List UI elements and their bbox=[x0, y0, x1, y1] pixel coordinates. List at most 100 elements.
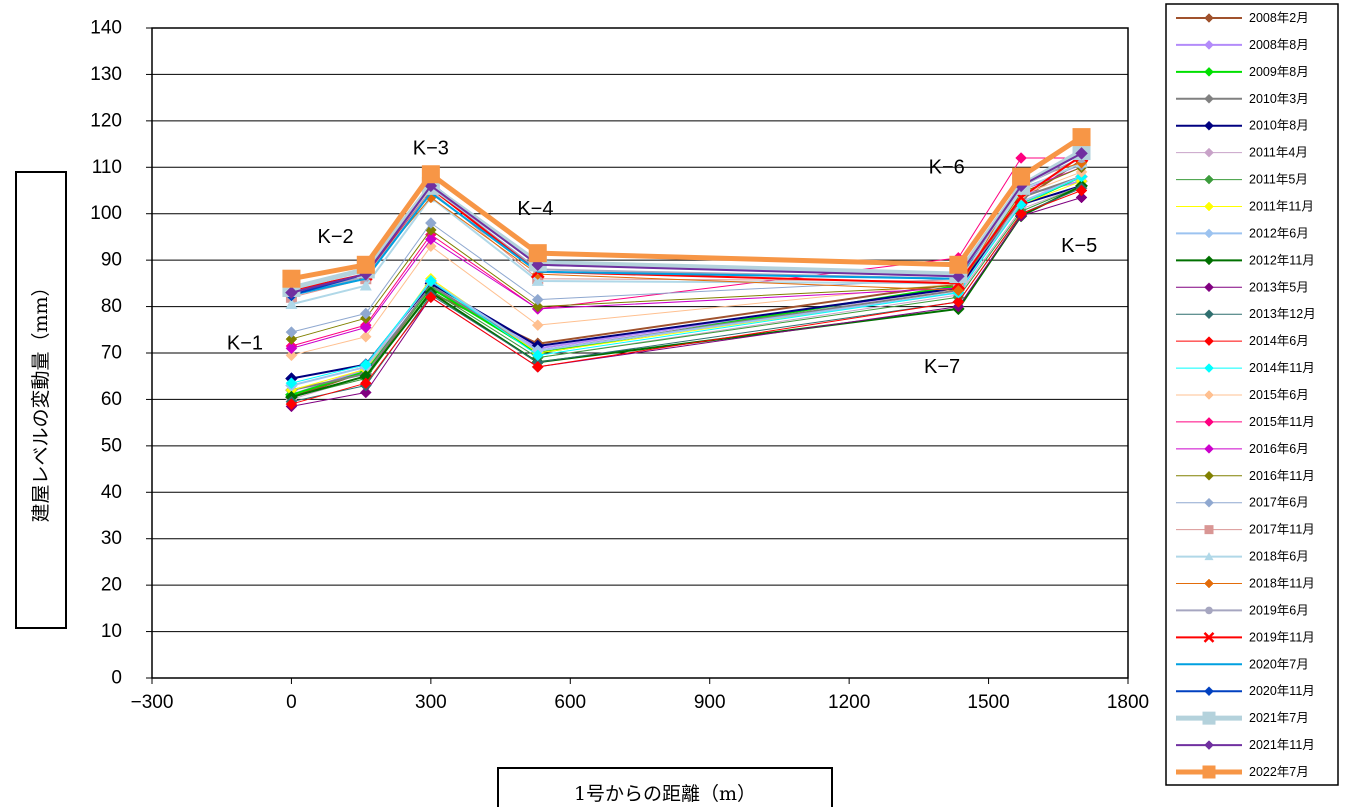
legend-label: 2015年6月 bbox=[1249, 388, 1309, 402]
series-2014年6月 bbox=[285, 184, 1088, 410]
marker-point bbox=[952, 296, 965, 308]
marker-point bbox=[359, 377, 372, 390]
y-tick-label: 70 bbox=[101, 343, 122, 364]
y-axis-title: 建屋レベルの変動量（mm） bbox=[30, 277, 52, 522]
x-axis-ticks: −300 0 300 600 900 1200 1500 1800 bbox=[131, 678, 1149, 713]
marker-point bbox=[285, 298, 298, 310]
legend-label: 2011年11月 bbox=[1249, 200, 1314, 214]
x-tick-label: 0 bbox=[286, 692, 297, 713]
legend-item: 2015年6月 bbox=[1176, 388, 1309, 402]
marker-point bbox=[1075, 191, 1088, 204]
y-tick-label: 60 bbox=[101, 389, 122, 410]
x-tick-label: 1200 bbox=[828, 692, 870, 713]
marker-point bbox=[356, 255, 375, 274]
marker-point bbox=[285, 333, 298, 345]
marker-point bbox=[359, 358, 372, 371]
legend-label: 2010年8月 bbox=[1249, 119, 1309, 133]
marker-point bbox=[359, 330, 372, 343]
legend-label: 2017年6月 bbox=[1249, 496, 1309, 510]
legend-label: 2020年7月 bbox=[1249, 657, 1309, 671]
marker-point bbox=[1012, 167, 1031, 186]
y-tick-label: 0 bbox=[111, 668, 122, 689]
marker-point bbox=[1075, 147, 1088, 160]
legend-item: 2014年6月 bbox=[1176, 334, 1309, 348]
x-axis-title-box bbox=[497, 767, 833, 807]
legend-item: 2019年11月 bbox=[1176, 630, 1315, 644]
y-tick-label: 110 bbox=[92, 157, 122, 178]
marker-point bbox=[359, 321, 372, 334]
marker-point bbox=[1205, 606, 1213, 615]
marker-point bbox=[1202, 711, 1216, 725]
legend-item: 2017年11月 bbox=[1176, 523, 1315, 537]
legend-item: 2016年6月 bbox=[1176, 442, 1309, 456]
marker-point bbox=[1204, 740, 1214, 750]
marker-point bbox=[282, 269, 301, 288]
marker-point bbox=[285, 349, 298, 362]
legend: 2008年2月 2008年8月 2009年8月 2010年3月 2010年8月 2011年… bbox=[1176, 11, 1316, 779]
marker-point bbox=[359, 386, 372, 399]
legend-label: 2014年6月 bbox=[1249, 334, 1309, 348]
legend-item: 2011年11月 bbox=[1176, 200, 1314, 214]
marker-point bbox=[421, 165, 440, 184]
marker-point bbox=[1204, 309, 1214, 320]
point-labels: K−1 K−2 K−3 K−4 K−6 K−5 K−7 bbox=[227, 138, 1097, 378]
marker-point bbox=[1204, 686, 1214, 697]
point-label: K−4 bbox=[517, 198, 553, 220]
legend-label: 2019年11月 bbox=[1249, 630, 1315, 644]
legend-item: 2012年11月 bbox=[1176, 253, 1315, 267]
legend-item: 2017年6月 bbox=[1176, 496, 1309, 510]
marker-point bbox=[1204, 525, 1214, 535]
marker-point bbox=[1203, 631, 1215, 643]
y-tick-label: 20 bbox=[101, 575, 122, 596]
marker-point bbox=[531, 293, 544, 306]
y-tick-label: 10 bbox=[101, 621, 122, 642]
marker-point bbox=[1204, 120, 1214, 131]
marker-point bbox=[531, 275, 544, 286]
marker-point bbox=[1204, 470, 1214, 481]
series-layer bbox=[282, 128, 1091, 413]
marker-point bbox=[1204, 255, 1214, 266]
marker-point bbox=[531, 319, 544, 331]
marker-point bbox=[1204, 201, 1214, 212]
legend-label: 2019年6月 bbox=[1249, 603, 1309, 617]
marker-point bbox=[359, 307, 372, 320]
legend-label: 2018年6月 bbox=[1249, 550, 1309, 564]
legend-label: 2020年11月 bbox=[1249, 684, 1315, 698]
y-axis-ticks: 0 10 20 30 40 50 60 70 80 90 100 110 120 130 140 bbox=[90, 18, 152, 689]
legend-item: 2013年5月 bbox=[1176, 280, 1309, 294]
legend-label: 2021年7月 bbox=[1249, 711, 1309, 725]
marker-point bbox=[1204, 552, 1214, 561]
legend-item: 2018年6月 bbox=[1176, 550, 1309, 564]
legend-label: 2010年3月 bbox=[1249, 92, 1309, 106]
legend-label: 2011年4月 bbox=[1249, 146, 1308, 160]
y-tick-label: 130 bbox=[90, 64, 122, 85]
marker-point bbox=[1204, 363, 1214, 373]
legend-item: 2016年11月 bbox=[1176, 469, 1315, 483]
legend-item: 2009年8月 bbox=[1176, 65, 1309, 79]
legend-label: 2018年11月 bbox=[1249, 577, 1315, 591]
marker-point bbox=[425, 291, 437, 304]
legend-label: 2015年11月 bbox=[1249, 415, 1315, 429]
y-tick-label: 90 bbox=[101, 250, 122, 271]
legend-label: 2011年5月 bbox=[1249, 173, 1308, 187]
marker-point bbox=[1072, 128, 1091, 147]
marker-point bbox=[1204, 174, 1214, 185]
legend-label: 2009年8月 bbox=[1249, 65, 1309, 79]
marker-point bbox=[1204, 578, 1214, 589]
point-label: K−3 bbox=[413, 138, 449, 160]
marker-point bbox=[425, 233, 437, 246]
legend-label: 2016年11月 bbox=[1249, 469, 1315, 483]
legend-item: 2019年6月 bbox=[1176, 603, 1309, 617]
marker-point bbox=[531, 361, 544, 373]
legend-label: 2016年6月 bbox=[1249, 442, 1309, 456]
point-label: K−7 bbox=[924, 356, 960, 378]
marker-point bbox=[425, 217, 437, 229]
point-label: K−5 bbox=[1061, 235, 1097, 257]
legend-item: 2008年2月 bbox=[1176, 11, 1309, 25]
x-tick-label: −300 bbox=[131, 692, 174, 713]
y-tick-label: 140 bbox=[90, 18, 122, 39]
marker-point bbox=[359, 279, 372, 291]
marker-point bbox=[528, 244, 547, 263]
legend-item: 2008年8月 bbox=[1176, 38, 1309, 52]
